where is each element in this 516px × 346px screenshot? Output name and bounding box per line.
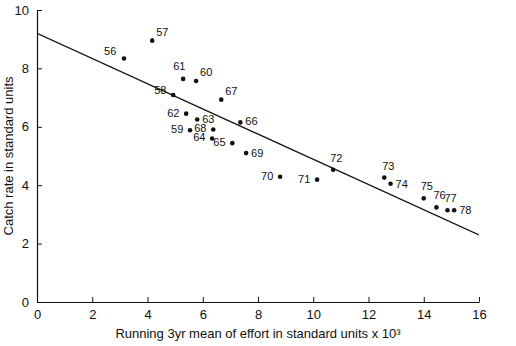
point — [122, 56, 127, 61]
tick-label: 10 — [15, 3, 29, 18]
point — [194, 79, 199, 84]
tick: 12 — [362, 297, 376, 322]
point — [195, 117, 200, 122]
point — [188, 128, 193, 133]
point — [445, 208, 450, 213]
point — [388, 181, 393, 186]
point-label: 71 — [298, 173, 310, 185]
tick: 2 — [22, 236, 42, 251]
tick: 4 — [22, 178, 42, 193]
point-label: 77 — [445, 192, 457, 204]
axis-line — [37, 11, 38, 303]
tick-label: 14 — [417, 307, 431, 322]
tick: 10 — [15, 3, 42, 18]
tick-mark — [37, 10, 42, 11]
point-label: 57 — [156, 26, 168, 38]
point-label: 59 — [171, 123, 183, 135]
y-axis-title: Catch rate in standard units — [1, 76, 16, 235]
point — [244, 151, 249, 156]
point-label: 58 — [154, 84, 166, 96]
point — [238, 120, 243, 125]
point-label: 75 — [421, 180, 433, 192]
point — [230, 141, 235, 146]
tick-label: 6 — [200, 307, 207, 322]
tick: 2 — [89, 297, 96, 322]
tick-label: 4 — [22, 178, 29, 193]
point-label: 66 — [245, 115, 257, 127]
tick-mark — [37, 244, 42, 245]
point — [452, 208, 457, 213]
tick: 10 — [307, 297, 321, 322]
point-label: 67 — [225, 85, 237, 97]
point — [434, 205, 439, 210]
tick: 8 — [255, 297, 262, 322]
tick-mark — [313, 297, 314, 302]
tick-label: 2 — [89, 307, 96, 322]
marks — [37, 33, 479, 234]
plot: 0246810121416024681056575859606162636465… — [15, 3, 487, 323]
point-label: 68 — [194, 122, 206, 134]
tick-label: 8 — [22, 61, 29, 76]
tick: 14 — [417, 297, 431, 322]
tick-mark — [479, 297, 480, 302]
tick: 6 — [200, 297, 207, 322]
tick-label: 12 — [362, 307, 376, 322]
tick-mark — [258, 297, 259, 302]
tick: 8 — [22, 61, 42, 76]
point-label: 69 — [251, 147, 263, 159]
point-label: 60 — [200, 66, 212, 78]
point-labels: 5657585960616263646566676869707172737475… — [104, 26, 471, 217]
x-axis-title: Running 3yr mean of effort in standard u… — [115, 326, 401, 341]
point-label: 70 — [261, 170, 273, 182]
point — [184, 111, 189, 116]
tick-mark — [424, 297, 425, 302]
tick-label: 2 — [22, 236, 29, 251]
point — [315, 177, 320, 182]
point — [181, 77, 186, 82]
y-axis: 0 2 4 6 8 10 — [15, 3, 42, 310]
tick-mark — [37, 185, 42, 186]
tick-mark — [37, 68, 42, 69]
tick: 0 — [22, 295, 42, 310]
tick-mark — [148, 297, 149, 302]
tick: 16 — [472, 297, 486, 322]
point — [211, 127, 216, 132]
tick-label: 10 — [307, 307, 321, 322]
point-label: 56 — [104, 45, 116, 57]
tick: 4 — [144, 297, 151, 322]
x-axis: 0 2 4 6 8 10 12 14 16 — [34, 297, 487, 322]
tick-label: 16 — [472, 307, 486, 322]
point — [382, 175, 387, 180]
tick-mark — [37, 127, 42, 128]
tick-mark — [92, 297, 93, 302]
point — [421, 196, 426, 201]
tick-label: 8 — [255, 307, 262, 322]
tick-label: 0 — [34, 307, 41, 322]
tick-mark — [37, 302, 42, 303]
tick: 6 — [22, 119, 42, 134]
axis-line — [38, 302, 480, 303]
point-label: 61 — [173, 60, 185, 72]
point-label: 72 — [330, 152, 342, 164]
point-label: 74 — [396, 178, 408, 190]
tick-label: 4 — [144, 307, 151, 322]
tick-label: 0 — [22, 295, 29, 310]
point-label: 62 — [167, 107, 179, 119]
point-label: 65 — [213, 136, 225, 148]
tick-label: 6 — [22, 119, 29, 134]
fit-line — [37, 33, 479, 234]
tick-mark — [369, 297, 370, 302]
point-label: 73 — [382, 160, 394, 172]
point — [278, 174, 283, 179]
tick-mark — [203, 297, 204, 302]
point — [219, 97, 224, 102]
point — [150, 38, 155, 43]
point-label: 78 — [459, 204, 471, 216]
